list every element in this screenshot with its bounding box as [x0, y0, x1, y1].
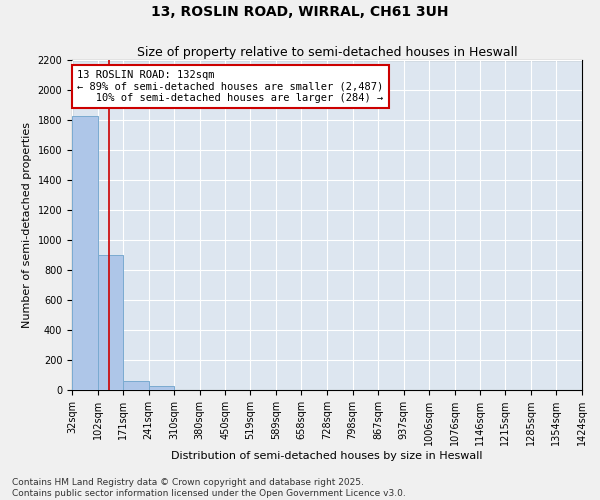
Title: Size of property relative to semi-detached houses in Heswall: Size of property relative to semi-detach… [137, 46, 517, 59]
Text: Contains HM Land Registry data © Crown copyright and database right 2025.
Contai: Contains HM Land Registry data © Crown c… [12, 478, 406, 498]
Bar [98, 255, 123, 390]
Text: 13 ROSLIN ROAD: 132sqm
← 89% of semi-detached houses are smaller (2,487)
   10% : 13 ROSLIN ROAD: 132sqm ← 89% of semi-det… [77, 70, 383, 103]
Bar [123, 381, 149, 390]
Text: 13, ROSLIN ROAD, WIRRAL, CH61 3UH: 13, ROSLIN ROAD, WIRRAL, CH61 3UH [151, 5, 449, 19]
Bar [149, 386, 174, 390]
Y-axis label: Number of semi-detached properties: Number of semi-detached properties [22, 122, 32, 328]
X-axis label: Distribution of semi-detached houses by size in Heswall: Distribution of semi-detached houses by … [171, 451, 483, 461]
Bar [72, 116, 98, 390]
